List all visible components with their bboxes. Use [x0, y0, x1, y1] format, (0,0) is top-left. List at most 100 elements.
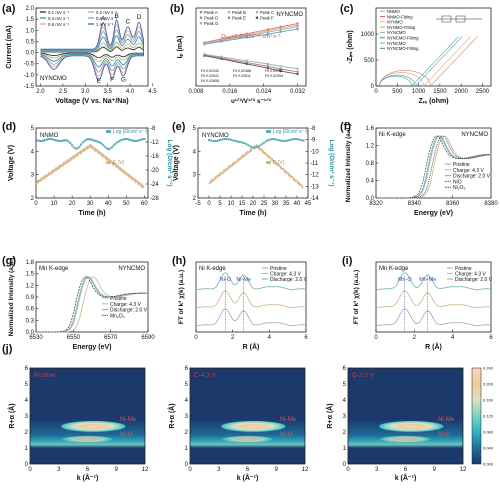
legend-label: 0.6 mV s⁻¹ — [96, 16, 118, 21]
x-tick-label: 2500 — [476, 89, 490, 95]
x-tick-label: 6590 — [141, 335, 155, 341]
ft-curve — [375, 308, 492, 327]
legend-label: Mn₂O₃ — [110, 313, 125, 319]
y-tick-label: 2 — [193, 196, 197, 202]
x-tick-label: 40 — [105, 201, 112, 207]
colorbar-tick-label: 0.000 — [483, 462, 494, 467]
x-axis-label: Voltage (V vs. Na⁺/Na) — [55, 98, 128, 105]
y-axis-label: -Zᵢₘ (ohm) — [347, 30, 354, 63]
legend-label: Discharge: 2.0 V — [270, 277, 308, 283]
y-tick-label: 0.6 — [26, 307, 35, 313]
plot-frame — [375, 7, 492, 87]
data-point — [42, 139, 45, 142]
data-point — [234, 140, 237, 143]
legend-swatch — [255, 16, 259, 20]
data-point — [72, 146, 75, 149]
x-tick-label: 15 — [239, 201, 246, 207]
x-tick-label: 2 — [413, 335, 417, 341]
x-tick-label: 6 — [489, 335, 493, 341]
data-point — [105, 147, 108, 150]
data-point — [63, 139, 66, 142]
data-point — [92, 139, 95, 142]
data-point — [282, 139, 285, 142]
data-point — [212, 139, 215, 142]
fit-line — [204, 24, 298, 44]
legend-label: 1 mV s⁻¹ — [96, 22, 114, 27]
y2-tick-label: -10 — [310, 149, 319, 155]
y-tick-label: 0.0 — [26, 51, 35, 57]
fit-line — [204, 53, 298, 70]
y-tick-label: 1.0 — [26, 28, 35, 34]
y-axis-label: R+α (Å) — [325, 403, 334, 428]
data-point — [112, 144, 115, 147]
data-point — [134, 139, 137, 142]
data-point — [143, 138, 146, 141]
y2-tick-label: -12 — [150, 140, 159, 146]
legend-label: NYNCMO-Fitting — [387, 46, 419, 51]
y-tick-label: 3 — [31, 173, 35, 179]
x-tick-label: 6 — [246, 467, 250, 473]
y-tick-label: 2 — [185, 430, 189, 436]
data-point — [296, 72, 299, 76]
data-point — [132, 139, 135, 142]
diffusion-annotation: Dₐᵥₑ=2.82×10⁻¹² cm² s⁻¹ — [221, 34, 281, 40]
peak-annotation: Mn-O — [398, 277, 412, 283]
x-tick-label: -5 — [195, 201, 201, 207]
x-tick-label: 4 — [451, 335, 455, 341]
data-point — [203, 53, 206, 56]
data-point — [109, 147, 112, 150]
fit-value: Fit 0.02658 — [201, 79, 219, 83]
legend-label: 0.4 mV s⁻¹ — [48, 16, 70, 21]
legend-swatch — [266, 130, 271, 133]
panel-label: (e) — [172, 121, 186, 133]
x-axis-label: Energy (eV) — [73, 344, 112, 351]
legend-label: Peak C — [260, 10, 274, 15]
data-point — [249, 145, 252, 148]
legend-label: E (V) — [113, 160, 125, 166]
data-point — [269, 138, 272, 141]
wt-annotation: Ni-Me — [438, 417, 455, 423]
data-point — [220, 55, 223, 59]
wt-hotspot — [61, 420, 126, 432]
data-point — [263, 141, 265, 144]
y-tick-label: 0.5 — [26, 39, 35, 45]
panel-label: (b) — [170, 3, 184, 15]
x-tick-label: 2 — [231, 335, 235, 341]
x-tick-label: 3 — [217, 467, 221, 473]
y-tick-label: 5 — [25, 382, 29, 388]
wt-hotspot — [380, 435, 431, 443]
legend-label: NYNMO — [387, 20, 403, 25]
data-point — [69, 141, 72, 144]
y-tick-label: 4 — [31, 149, 35, 155]
wt-hotspot — [379, 420, 444, 432]
data-point — [141, 138, 144, 141]
data-point — [49, 138, 52, 141]
data-point — [221, 138, 224, 141]
data-point — [241, 141, 243, 144]
panel-label: (a) — [2, 3, 16, 15]
data-point — [279, 67, 282, 71]
panel-subtitle: D-2.0 V — [352, 372, 375, 379]
legend-label: Charge: 4.3 V — [455, 272, 487, 278]
y-tick-label: 1.2 — [26, 283, 35, 289]
wt-hotspot — [62, 435, 113, 443]
data-point — [91, 138, 93, 141]
y2-tick-label: -16 — [150, 154, 159, 160]
x-tick-label: 0.032 — [290, 89, 306, 95]
x-tick-label: 8360 — [446, 201, 460, 207]
data-point — [236, 140, 239, 143]
y-axis-label: FT of k³ χ(k) (a.u.) — [353, 270, 360, 324]
legend-label: NiO — [453, 179, 462, 185]
peak-annotation: Mn-Me — [419, 277, 436, 283]
x-tick-label: 35 — [283, 201, 290, 207]
data-point — [216, 139, 219, 142]
data-point — [279, 28, 282, 31]
legend-label: Charge: 4.3 V — [270, 272, 302, 278]
x-tick-label: 6570 — [104, 335, 118, 341]
y-tick-label: -1.0 — [24, 73, 35, 79]
peak-label: B — [114, 13, 118, 20]
edge-label: Mn K-edge — [379, 266, 409, 272]
y-tick-label: 4 — [25, 398, 29, 404]
x-axis-label: R (Å) — [243, 342, 260, 351]
legend-label: Pristine — [453, 162, 470, 168]
